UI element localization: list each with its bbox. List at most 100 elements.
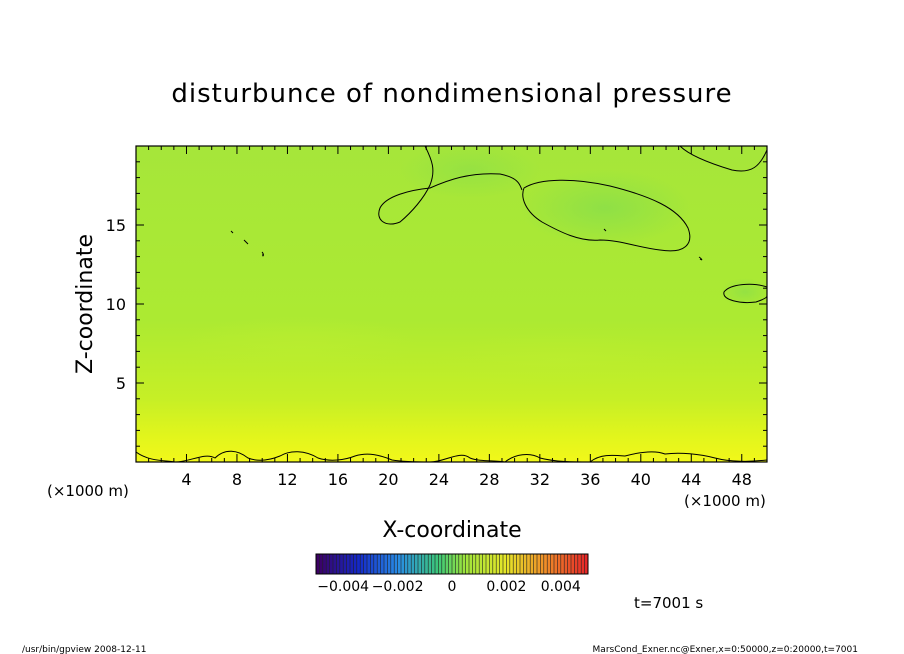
colorbar-cell — [516, 554, 521, 574]
colorbar-cell — [526, 554, 531, 574]
colorbar-cell — [475, 554, 480, 574]
colorbar-cell — [564, 554, 568, 574]
heatmap-blob — [520, 170, 690, 246]
colorbar-cell — [336, 554, 341, 574]
colorbar-cell — [489, 554, 494, 574]
colorbar-cell — [479, 554, 483, 574]
contour-line — [698, 256, 703, 261]
colorbar-cell — [472, 554, 477, 574]
chart-title: disturbunce of nondimensional pressure — [171, 79, 732, 109]
y-axis-ticks: 5 10 15 — [106, 161, 767, 447]
colorbar-cell — [373, 554, 378, 574]
colorbar-cell — [499, 554, 504, 574]
colorbar-tick-label: 0 — [448, 579, 457, 595]
x-tick-label: 16 — [328, 470, 348, 489]
colorbar-cell — [445, 554, 449, 574]
colorbar-cell — [571, 554, 575, 574]
colorbar-cell — [458, 554, 463, 574]
contour-line — [261, 251, 264, 257]
colorbar-cell — [530, 554, 534, 574]
colorbar-cell — [360, 554, 364, 574]
contour-line — [136, 450, 767, 462]
colorbar-cell — [353, 554, 358, 574]
y-tick-label: 10 — [106, 295, 126, 314]
plot-area — [136, 146, 767, 462]
contour-line — [230, 228, 607, 245]
colorbar-cell — [543, 554, 548, 574]
colorbar-cell — [319, 554, 324, 574]
x-tick-label: 12 — [277, 470, 297, 489]
colorbar-cell — [513, 554, 517, 574]
colorbar-cell — [329, 554, 334, 574]
colorbar-cell — [469, 554, 473, 574]
colorbar-cell — [322, 554, 327, 574]
colorbar-cell — [537, 554, 541, 574]
colorbar-cell — [428, 554, 432, 574]
colorbar-cell — [509, 554, 514, 574]
colorbar-cell — [441, 554, 446, 574]
contour-line — [723, 283, 767, 303]
colorbar-cell — [540, 554, 545, 574]
x-axis-ticks: 4 8 12 16 20 24 28 32 36 40 44 48 — [148, 146, 755, 489]
colorbar-cell — [367, 554, 371, 574]
x-tick-label: 40 — [631, 470, 651, 489]
contour-line — [679, 146, 767, 172]
colorbar-frame — [315, 553, 589, 575]
colorbar-cell — [533, 554, 538, 574]
heatmap-blob — [430, 332, 690, 388]
colorbar-cell — [356, 554, 361, 574]
heatmap-blob — [400, 146, 540, 198]
colorbar-cell — [584, 554, 589, 574]
contour-line — [522, 179, 691, 252]
colorbar-tick-label: −0.002 — [372, 579, 424, 595]
colorbar-cell — [506, 554, 511, 574]
colorbar-labels: −0.004 −0.002 0 0.002 0.004 — [317, 579, 581, 595]
colorbar-cell — [350, 554, 354, 574]
colorbar-cell — [404, 554, 409, 574]
colorbar-cell — [581, 554, 585, 574]
colorbar-cell — [326, 554, 330, 574]
colorbar-cell — [394, 554, 398, 574]
y-tick-label: 5 — [116, 374, 126, 393]
colorbar-cell — [380, 554, 385, 574]
colorbar-cell — [339, 554, 344, 574]
colorbar-cell — [557, 554, 562, 574]
colorbar-cell — [346, 554, 351, 574]
x-tick-label: 4 — [181, 470, 191, 489]
colorbar-cell — [438, 554, 443, 574]
colorbar-cell — [424, 554, 429, 574]
colorbar-cell — [455, 554, 460, 574]
colorbar-cell — [401, 554, 405, 574]
x-tick-label: 44 — [681, 470, 701, 489]
colorbar-cell — [550, 554, 555, 574]
colorbar-cell — [482, 554, 487, 574]
time-label: t=7001 s — [634, 594, 703, 612]
colorbar-cell — [486, 554, 490, 574]
colorbar-cell — [574, 554, 579, 574]
x-axis-label: X-coordinate — [382, 518, 521, 543]
colorbar-tick-label: 0.002 — [486, 579, 526, 595]
colorbar-cell — [421, 554, 426, 574]
x-tick-label: 20 — [378, 470, 398, 489]
heatmap-blob — [180, 315, 420, 375]
x-axis-unit-right: (×1000 m) — [684, 492, 766, 510]
footer-right: MarsCond_Exner.nc@Exner,x=0:50000,z=0:20… — [593, 645, 858, 654]
colorbar-cell — [503, 554, 507, 574]
zero-contours — [136, 146, 767, 462]
colorbar-cell — [431, 554, 436, 574]
x-tick-label: 36 — [580, 470, 600, 489]
colorbar-cell — [577, 554, 582, 574]
colorbar-cell — [560, 554, 565, 574]
footer-left: /usr/bin/gpview 2008-12-11 — [22, 645, 146, 654]
colorbar-cell — [370, 554, 375, 574]
colorbar-cell — [343, 554, 347, 574]
x-tick-label: 8 — [232, 470, 242, 489]
x-axis-unit-left: (×1000 m) — [47, 482, 129, 500]
heatmap-blob — [720, 278, 767, 306]
colorbar-tick-label: 0.004 — [541, 579, 581, 595]
y-axis-label: Z-coordinate — [73, 234, 98, 374]
x-tick-label: 32 — [530, 470, 550, 489]
colorbar-cell — [452, 554, 456, 574]
x-tick-label: 48 — [732, 470, 752, 489]
colorbar-stripes — [315, 554, 589, 574]
